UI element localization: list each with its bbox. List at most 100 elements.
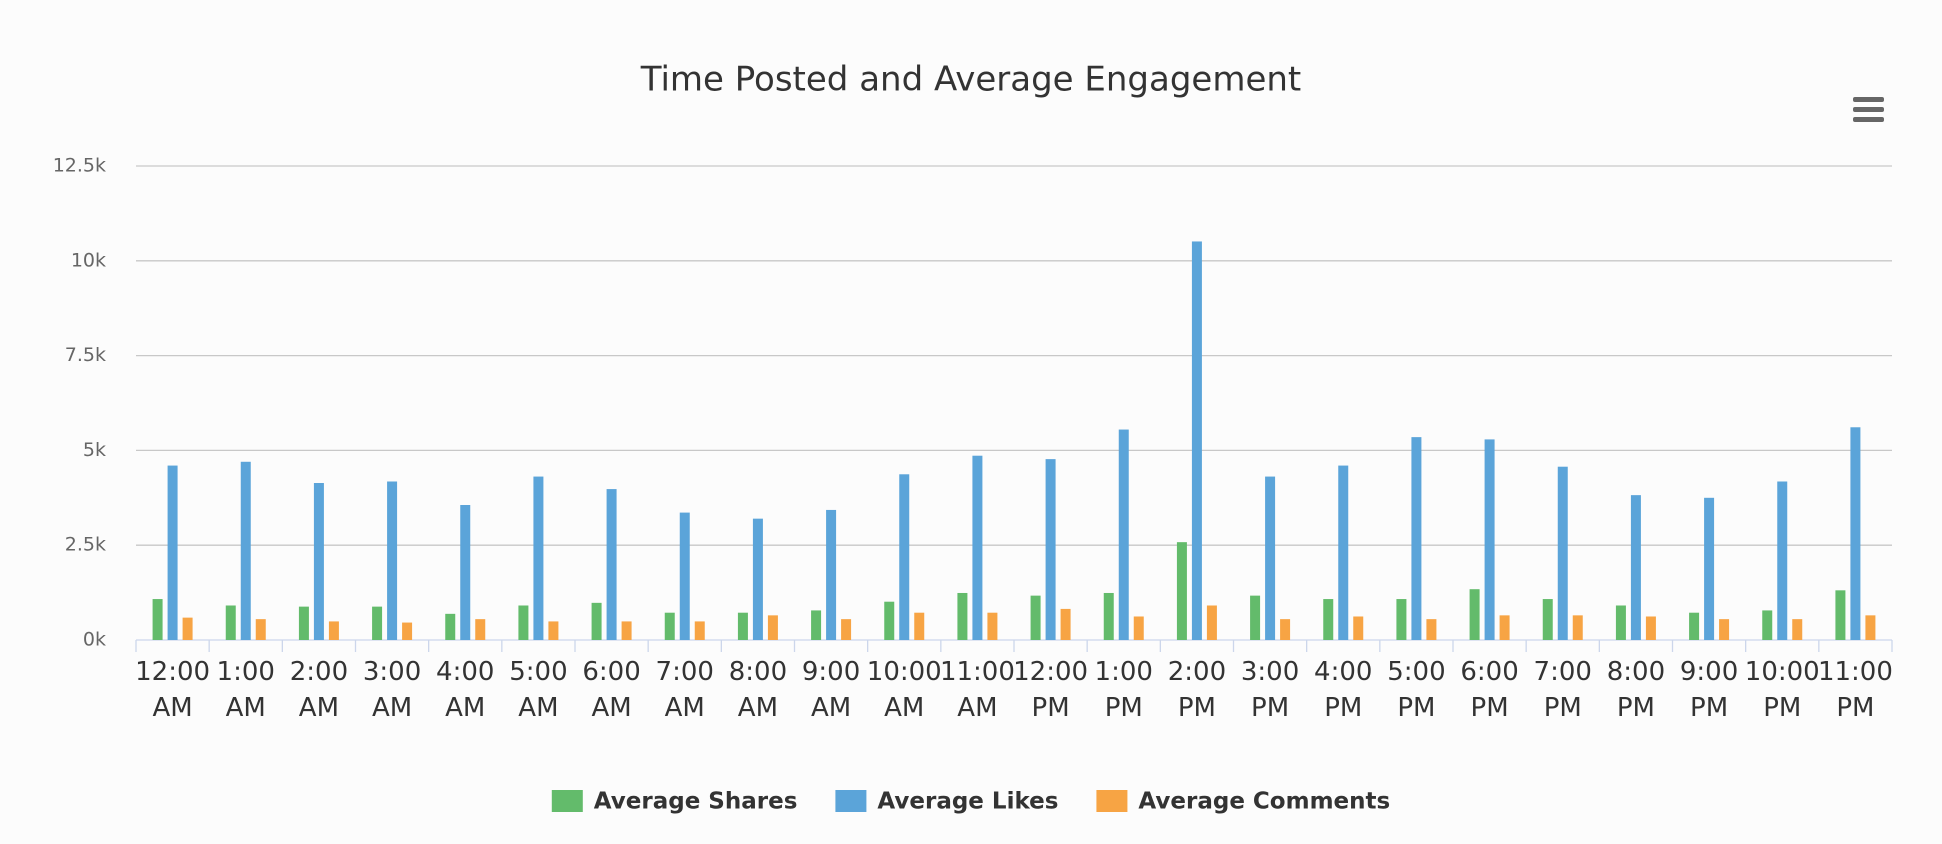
legend-item[interactable]: Average Likes xyxy=(835,789,1058,815)
x-tick-label: 8:00 AM xyxy=(729,657,787,723)
x-tick-label: 3:00 AM xyxy=(363,657,421,723)
x-tick-label: 10:00 AM xyxy=(867,657,942,723)
bar xyxy=(298,606,309,640)
bar xyxy=(167,465,178,640)
legend: Average Shares Average Likes Average Comme… xyxy=(551,789,1390,815)
bar xyxy=(1030,595,1041,640)
legend-swatch xyxy=(835,790,867,812)
x-tick-label: 11:00 AM xyxy=(940,657,1015,723)
legend-swatch xyxy=(551,790,583,812)
y-tick-label: 12.5k xyxy=(53,155,106,177)
legend-item[interactable]: Average Comments xyxy=(1096,789,1390,815)
bar xyxy=(1762,610,1773,640)
y-tick-label: 7.5k xyxy=(65,344,106,366)
bar xyxy=(1615,605,1626,640)
x-tick-label: 11:00 PM xyxy=(1818,657,1893,723)
bar xyxy=(1250,595,1261,640)
bar xyxy=(1835,590,1846,640)
x-tick-label: 9:00 PM xyxy=(1680,657,1738,723)
bar xyxy=(1850,427,1861,640)
x-tick-label: 4:00 AM xyxy=(436,657,494,723)
bar xyxy=(1176,542,1187,640)
bar xyxy=(475,619,486,640)
bar xyxy=(1557,466,1568,640)
bar xyxy=(1206,605,1217,640)
bar xyxy=(1469,589,1480,640)
bar xyxy=(591,602,602,640)
chart-title: Time Posted and Average Engagement xyxy=(640,60,1302,100)
x-tick-label: 8:00 PM xyxy=(1607,657,1665,723)
bar xyxy=(767,615,778,640)
x-tick-label: 6:00 PM xyxy=(1460,657,1518,723)
legend-item[interactable]: Average Shares xyxy=(551,789,798,815)
bar xyxy=(1396,599,1407,640)
legend-label: Average Comments xyxy=(1138,789,1390,815)
bar xyxy=(884,601,895,640)
y-tick-label: 2.5k xyxy=(65,534,106,556)
bar xyxy=(1865,615,1876,640)
bar xyxy=(1499,615,1510,640)
bar xyxy=(841,619,852,640)
bar xyxy=(1630,495,1641,640)
bar xyxy=(1689,612,1700,640)
menu-bar xyxy=(1853,107,1884,112)
x-tick-label: 5:00 PM xyxy=(1387,657,1445,723)
bar xyxy=(1353,616,1364,640)
bar xyxy=(1777,481,1788,640)
bar xyxy=(694,621,705,640)
bar xyxy=(152,599,163,640)
bar xyxy=(1426,619,1437,640)
bar xyxy=(225,605,236,640)
bar xyxy=(899,474,910,640)
legend-swatch xyxy=(1096,790,1128,812)
x-tick-label: 1:00 AM xyxy=(217,657,275,723)
bar xyxy=(1411,437,1422,640)
bar xyxy=(1323,599,1334,640)
x-tick-label: 10:00 PM xyxy=(1745,657,1820,723)
x-tick-label: 1:00 PM xyxy=(1095,657,1153,723)
x-tick-label: 4:00 PM xyxy=(1314,657,1372,723)
bar xyxy=(1103,592,1114,640)
bar xyxy=(737,612,748,640)
bar xyxy=(533,476,544,640)
x-tick-label: 12:00 AM xyxy=(135,657,210,723)
bar xyxy=(387,481,398,640)
bar xyxy=(402,622,413,640)
x-tick-label: 2:00 AM xyxy=(290,657,348,723)
bar xyxy=(518,605,529,640)
menu-bar xyxy=(1853,97,1884,102)
bar xyxy=(811,610,822,640)
x-tick-label: 6:00 AM xyxy=(582,657,640,723)
bar xyxy=(972,455,983,640)
bar xyxy=(679,512,690,640)
bar xyxy=(1484,439,1495,640)
menu-bar xyxy=(1853,117,1884,122)
bar xyxy=(313,483,324,640)
y-tick-label: 10k xyxy=(71,249,106,271)
menu-button[interactable] xyxy=(1850,94,1888,126)
x-tick-label: 2:00 PM xyxy=(1168,657,1226,723)
bar xyxy=(328,621,339,640)
bar xyxy=(826,509,837,640)
bar xyxy=(1265,476,1276,640)
bar xyxy=(1118,429,1129,640)
x-tick-label: 3:00 PM xyxy=(1241,657,1299,723)
bar xyxy=(1338,465,1349,640)
legend-label: Average Likes xyxy=(877,789,1058,815)
bar xyxy=(752,518,763,640)
bar xyxy=(957,592,968,640)
bar xyxy=(445,613,456,640)
bar xyxy=(255,619,266,640)
bar xyxy=(1542,599,1553,640)
bar xyxy=(621,621,632,640)
bar xyxy=(1191,241,1202,640)
legend-label: Average Shares xyxy=(594,789,798,815)
bar xyxy=(1133,616,1144,640)
bar xyxy=(1280,619,1291,640)
x-tick-label: 7:00 PM xyxy=(1534,657,1592,723)
bar xyxy=(240,461,251,640)
bar xyxy=(372,606,383,640)
bar xyxy=(664,612,675,640)
bar xyxy=(548,621,559,640)
